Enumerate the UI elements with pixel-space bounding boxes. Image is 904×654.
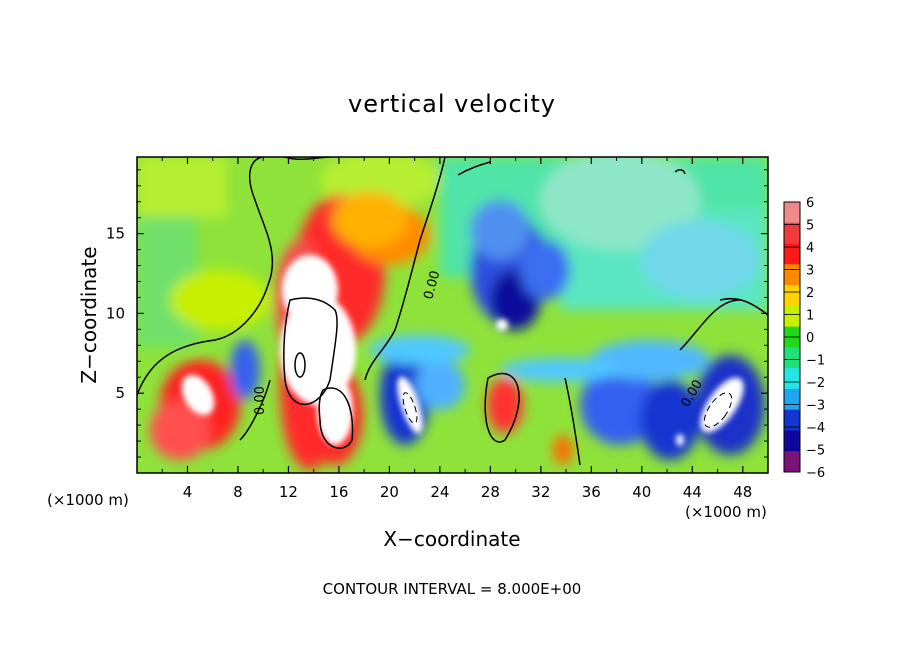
colorbar-label: 6 (806, 196, 814, 211)
colorbar-label: −2 (806, 376, 825, 391)
colorbar-label: −6 (806, 466, 825, 481)
colorbar-label: 3 (806, 264, 814, 279)
x-tick-label: 4 (183, 483, 193, 501)
colorbar: 6 5 4 3 2 1 0 −1 −2 −3 −4 −5 −6 (783, 196, 825, 481)
x-tick-label: 48 (733, 483, 752, 501)
colorbar-swatch (784, 388, 800, 411)
y-tick-label: 10 (106, 304, 125, 322)
zero-contours (137, 157, 768, 466)
x-tick-label: 24 (430, 483, 449, 501)
y-tick-label: 5 (115, 384, 125, 402)
x-unit-left: (×1000 m) (47, 491, 129, 509)
colorbar-swatch (784, 243, 800, 265)
heatmap-field: 0.00 0.00 0.00 (137, 157, 768, 473)
colorbar-swatch (784, 285, 800, 307)
colorbar-swatch (784, 451, 800, 473)
x-tick-label: 8 (233, 483, 243, 501)
colorbar-label: 1 (806, 309, 814, 324)
contour-interval-text: CONTOUR INTERVAL = 8.000E+00 (323, 580, 582, 598)
x-axis-title: X−coordinate (383, 527, 520, 551)
y-axis-title: Z−coordinate (77, 246, 101, 383)
dashed-contours (402, 392, 733, 428)
colorbar-swatch (784, 305, 800, 328)
colorbar-swatch (784, 202, 800, 224)
colorbar-label: 5 (806, 219, 814, 234)
contour-label-1: 0.00 (253, 386, 268, 415)
x-tick-label: 20 (380, 483, 399, 501)
colorbar-swatch (784, 430, 800, 452)
x-tick-label: 40 (632, 483, 651, 501)
colorbar-swatch (784, 264, 800, 286)
x-unit-right: (×1000 m) (685, 503, 767, 521)
contour-label-2: 0.00 (421, 269, 443, 301)
x-axis: 4 8 12 16 20 24 28 32 36 40 44 48 (161, 157, 752, 501)
x-tick-label: 32 (531, 483, 550, 501)
colorbar-label: −4 (806, 421, 825, 436)
x-tick-label: 16 (329, 483, 348, 501)
chart-title: vertical velocity (348, 90, 556, 118)
colorbar-swatch (784, 222, 800, 245)
x-tick-label: 44 (683, 483, 702, 501)
colorbar-label: −3 (806, 399, 825, 414)
colorbar-label: −5 (806, 444, 825, 459)
colorbar-swatch (784, 347, 800, 369)
x-tick-label: 36 (582, 483, 601, 501)
y-axis: 5 10 15 (106, 169, 768, 458)
colorbar-label: 0 (806, 331, 814, 346)
colorbar-label: −1 (806, 354, 825, 369)
plot-frame (136, 156, 769, 474)
colorbar-swatch (784, 409, 800, 431)
x-tick-label: 28 (481, 483, 500, 501)
colorbar-swatch (784, 368, 800, 390)
x-tick-label: 12 (279, 483, 298, 501)
colorbar-label: 4 (806, 241, 814, 256)
colorbar-label: 2 (806, 286, 814, 301)
y-tick-label: 15 (106, 225, 125, 243)
